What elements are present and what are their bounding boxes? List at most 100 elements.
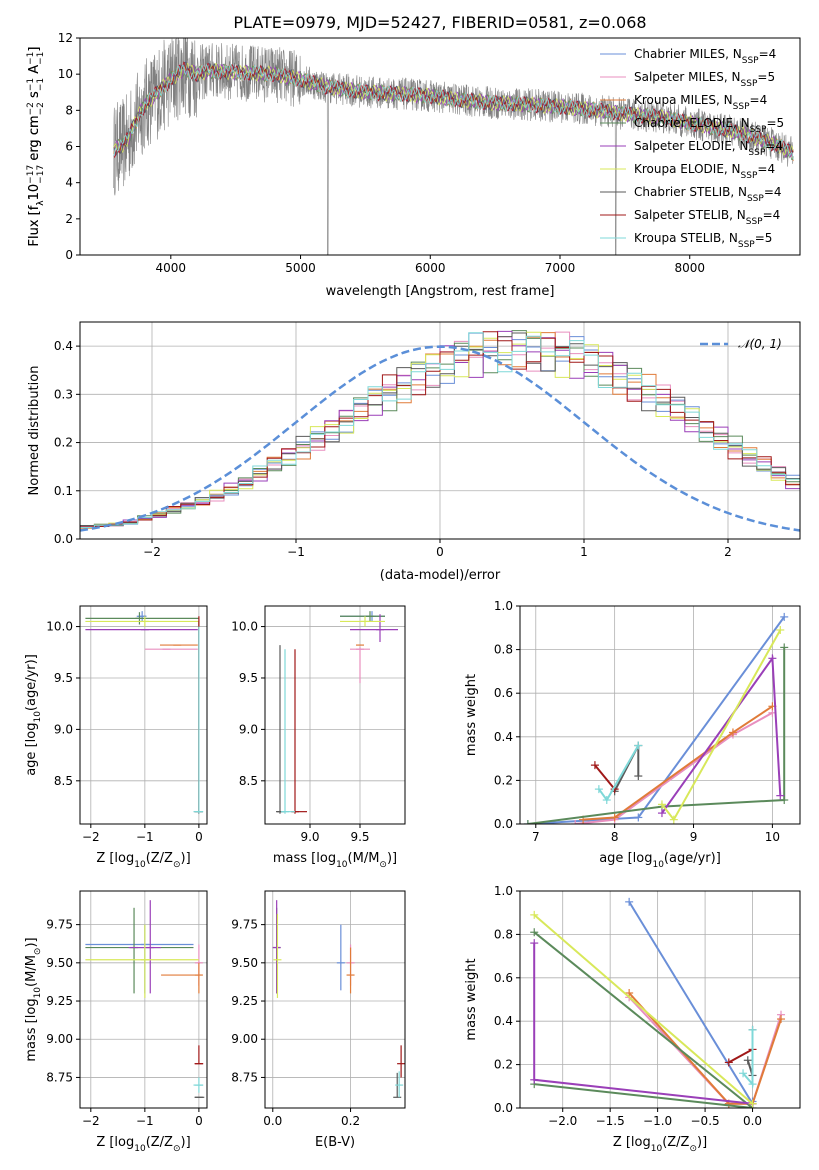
axes-frame	[519, 890, 801, 1109]
legend-entry: Chabrier STELIB, NSSP=4	[634, 185, 782, 204]
plot-area	[85, 611, 204, 814]
y-tick-label: 9.50	[231, 956, 258, 970]
legend-n: =5	[755, 231, 773, 245]
y-axis-label-part: (M/M	[24, 955, 39, 987]
y-axis-label-part: −2	[36, 102, 46, 115]
y-axis-label-part: −2	[26, 102, 36, 115]
x-tick-label: 0.0	[263, 1114, 282, 1128]
y-axis-label-part: A	[27, 65, 42, 78]
panel-age-vs-mass: 9.0 9.5 8.5 9.0 9.5 10.0 mass [log10(M/M⊙)]	[231, 605, 406, 870]
legend-sub: SSP	[748, 148, 765, 158]
x-axis-label: (data-model)/error	[380, 568, 501, 583]
legend-n: =5	[766, 116, 784, 130]
legend-sub: SSP	[750, 125, 767, 135]
x-axis-label-part: 10	[134, 860, 146, 870]
y-axis-label-part: ]	[27, 47, 42, 52]
y-tick-label: 0.4	[494, 1014, 513, 1028]
x-tick-label: 1	[580, 545, 588, 559]
histogram-step-6	[80, 332, 800, 527]
x-tick-label: 0	[195, 830, 203, 844]
x-axis-label-part: (Z/Z	[662, 1135, 689, 1150]
x-axis-label-part: (Z/Z	[146, 1135, 173, 1150]
x-axis-label-part: Z [log	[96, 851, 134, 866]
x-axis-label-part: (age/yr)]	[664, 851, 721, 866]
y-tick-label: 10	[58, 67, 73, 81]
x-tick-label: 0.2	[341, 1114, 360, 1128]
legend-n: =4	[764, 185, 782, 199]
series-line-3	[527, 647, 786, 824]
legend-sub: SSP	[733, 102, 750, 112]
y-axis-label-part: mass weight	[464, 674, 479, 756]
y-tick-label: 8.75	[46, 1070, 73, 1084]
histogram-step-3	[80, 330, 800, 528]
y-tick-label: 0.4	[54, 339, 73, 353]
y-axis-label-part: −1	[36, 52, 46, 65]
x-tick-label: 0	[436, 545, 444, 559]
legend-entry: Kroupa ELODIE, NSSP=4	[634, 162, 775, 181]
y-tick-label: 0.4	[494, 730, 513, 744]
y-tick-label: 10.0	[231, 620, 258, 634]
y-axis-label: Normed distribution	[27, 366, 42, 496]
x-tick-label: 9	[690, 830, 698, 844]
x-axis-label-part: (M/M	[348, 851, 380, 866]
legend-entry: Salpeter ELODIE, NSSP=4	[634, 139, 783, 158]
legend-n: =5	[757, 70, 775, 84]
normal-curve	[80, 345, 800, 532]
legend-sub: SSP	[747, 194, 764, 204]
y-axis-label-part: −1	[36, 78, 46, 91]
y-tick-label: 2	[65, 212, 73, 226]
y-axis-label-part: λ	[36, 200, 46, 206]
y-tick-label: 0.6	[494, 686, 513, 700]
y-tick-label: 10.0	[46, 620, 73, 634]
x-axis-label-part: Z [log	[96, 1135, 134, 1150]
y-tick-label: 8.75	[231, 1070, 258, 1084]
y-axis-label-part: Flux [f	[27, 205, 42, 246]
y-axis-label: mass weight	[464, 674, 479, 756]
x-axis-label-part: ⊙	[379, 860, 387, 870]
plot-area	[272, 900, 405, 1098]
model-spectrum-5	[113, 62, 794, 156]
y-axis-label-part: −17	[36, 165, 46, 184]
y-tick-label: 9.5	[239, 671, 258, 685]
x-tick-label: 0	[195, 1114, 203, 1128]
legend-sub: SSP	[746, 217, 763, 227]
y-tick-label: 8.5	[54, 774, 73, 788]
x-axis-label-part: 10	[134, 1144, 146, 1154]
series-line-1	[575, 711, 773, 824]
legend-name: Kroupa STELIB, N	[634, 231, 738, 245]
x-axis-label-part: )]	[697, 1135, 707, 1150]
histogram-step-5	[80, 331, 800, 529]
x-tick-label: −1	[136, 830, 154, 844]
plot-area	[80, 330, 800, 532]
y-axis-label: Flux [fλ10−17 erg cm−2 s−1 A−1]	[27, 47, 46, 247]
y-tick-label: 0.2	[494, 773, 513, 787]
series-line-0	[628, 901, 754, 1108]
x-tick-label: 8000	[674, 261, 705, 275]
y-axis-label-part: ⊙	[33, 948, 43, 956]
y-axis-label-part: mass [log	[24, 998, 39, 1061]
x-axis-label: wavelength [Angstrom, rest frame]	[326, 284, 555, 299]
y-axis-label-part: age [log	[24, 723, 39, 776]
panel-mass-weight-vs-Z: −2.0 −1.5 −1.0 −0.5 0.0 0.0 0.2 0.4 0.6 0.8 1.0 Z […	[464, 884, 801, 1154]
legend-n: =4	[765, 139, 783, 153]
y-axis-label-part: λ	[36, 200, 46, 206]
x-axis-label-part: age [log	[599, 851, 652, 866]
y-axis-label-part: −1	[26, 78, 36, 91]
x-tick-label: −0.5	[691, 1114, 720, 1128]
y-tick-label: 0.6	[494, 971, 513, 985]
legend-entry: Kroupa STELIB, NSSP=5	[634, 231, 772, 250]
x-tick-label: −1	[287, 545, 305, 559]
legend-sub: SSP	[741, 171, 758, 181]
legend-name: Salpeter STELIB, N	[634, 208, 746, 222]
y-tick-label: 6	[65, 140, 73, 154]
legend-name: Kroupa ELODIE, N	[634, 162, 741, 176]
x-tick-label: 6000	[415, 261, 446, 275]
x-axis-label: E(B-V)	[315, 1135, 355, 1150]
legend-entry: Chabrier MILES, NSSP=4	[634, 47, 776, 66]
x-tick-label: 7	[532, 830, 540, 844]
y-axis-label: age [log10(age/yr)]	[24, 654, 43, 776]
x-tick-label: 4000	[156, 261, 187, 275]
